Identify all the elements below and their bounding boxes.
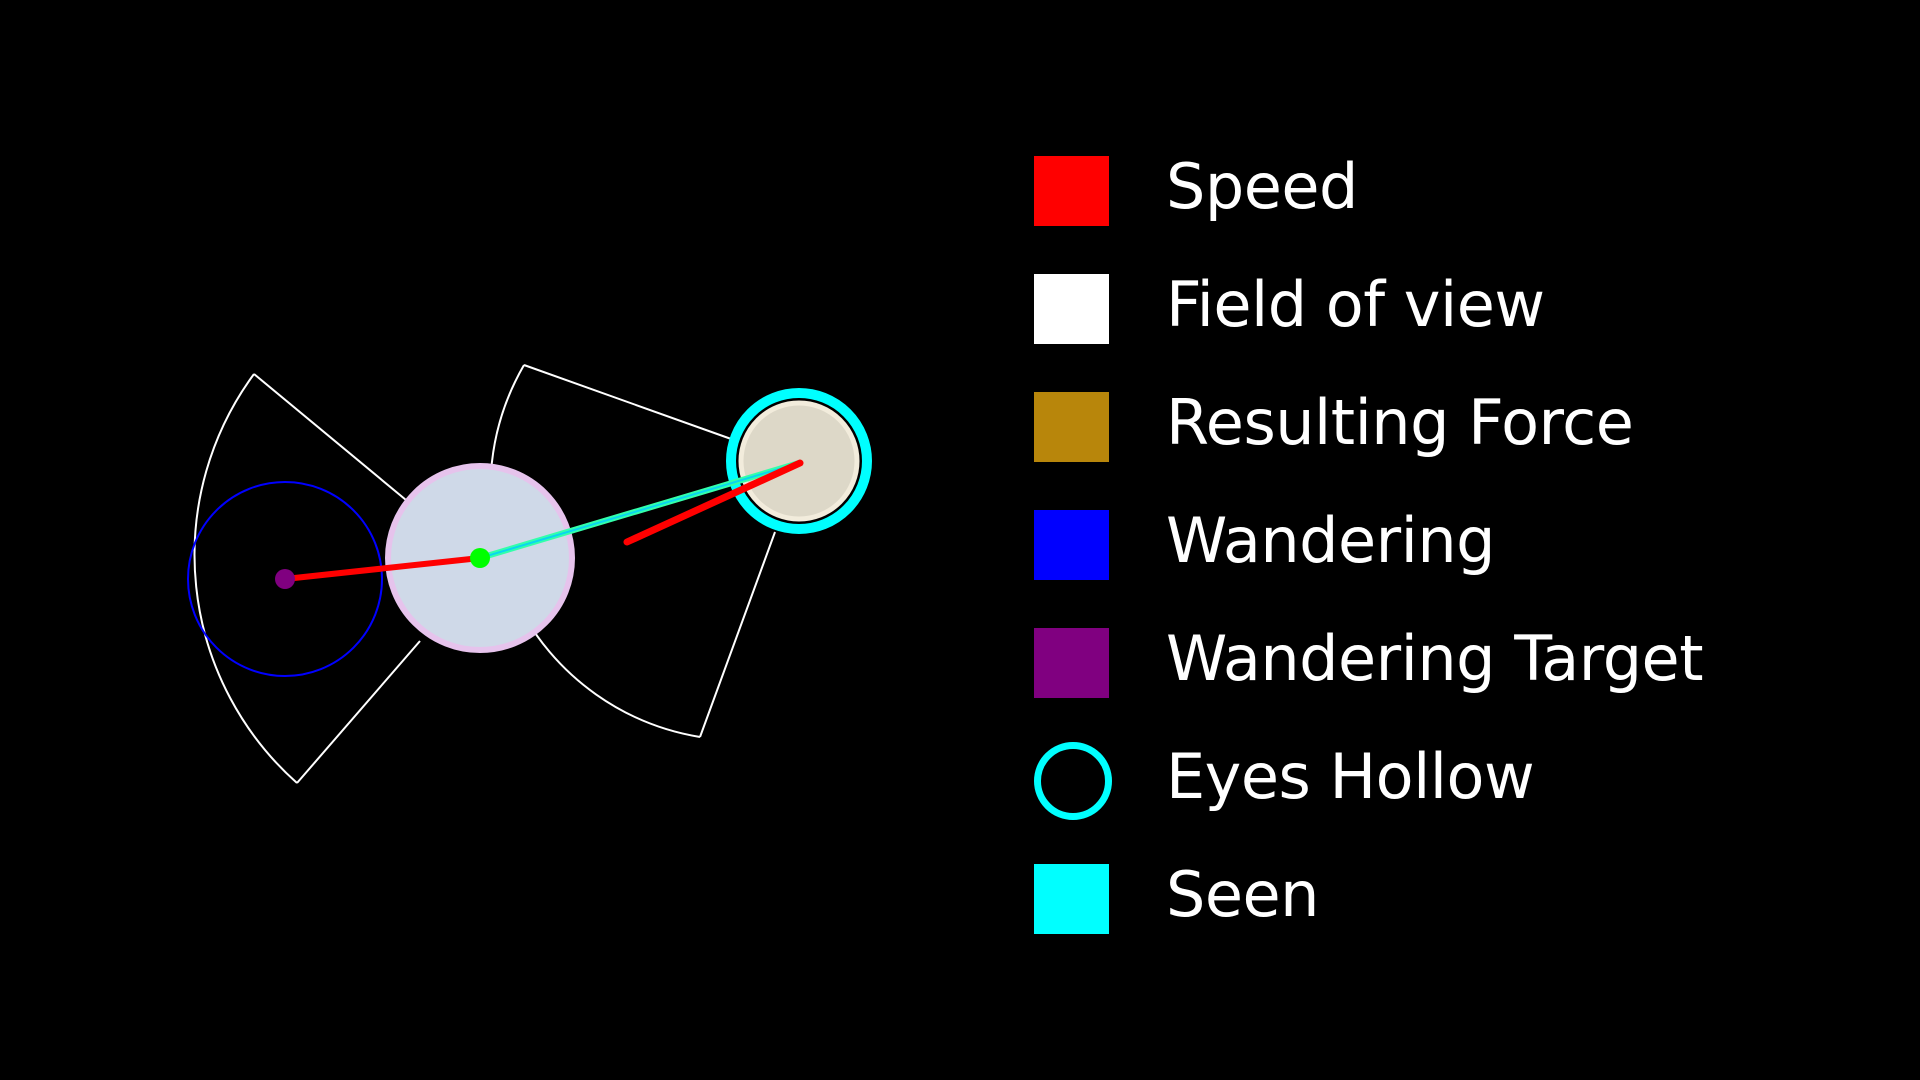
speed-line-seen-agent [623, 459, 804, 546]
legend-item-field-of-view: Field of view [1034, 248, 1834, 366]
field-of-view-rear [193, 373, 421, 784]
legend-item-wandering: Wandering [1034, 484, 1834, 602]
legend-item-wandering-target: Wandering Target [1034, 602, 1834, 720]
wandering-target-swatch [1034, 628, 1109, 698]
wandering-swatch [1034, 510, 1109, 580]
agent-center-dot [470, 548, 490, 568]
wandering-target-dot [275, 569, 295, 589]
speed-line-to-target [282, 555, 483, 582]
legend-label-speed: Speed [1166, 150, 1358, 223]
field-of-view-swatch [1034, 274, 1109, 344]
legend-label-resulting-force: Resulting Force [1166, 386, 1634, 459]
seen-swatch [1034, 864, 1109, 934]
legend-item-eyes-hollow: Eyes Hollow [1034, 720, 1834, 838]
legend: Speed Field of view Resulting Force Wand… [1034, 130, 1834, 956]
legend-label-wandering: Wandering [1166, 504, 1496, 577]
wandering-circle [187, 481, 383, 677]
direction-line-highlight [479, 462, 800, 559]
speed-swatch [1034, 156, 1109, 226]
legend-label-seen: Seen [1166, 858, 1319, 931]
resulting-force-swatch [1034, 392, 1109, 462]
legend-item-resulting-force: Resulting Force [1034, 366, 1834, 484]
legend-item-speed: Speed [1034, 130, 1834, 248]
legend-label-eyes-hollow: Eyes Hollow [1166, 740, 1535, 813]
legend-item-seen: Seen [1034, 838, 1834, 956]
seen-agent-eyes-hollow [726, 388, 872, 534]
legend-label-field-of-view: Field of view [1166, 268, 1545, 341]
legend-label-wandering-target: Wandering Target [1166, 622, 1704, 695]
eyes-hollow-swatch [1034, 742, 1112, 820]
